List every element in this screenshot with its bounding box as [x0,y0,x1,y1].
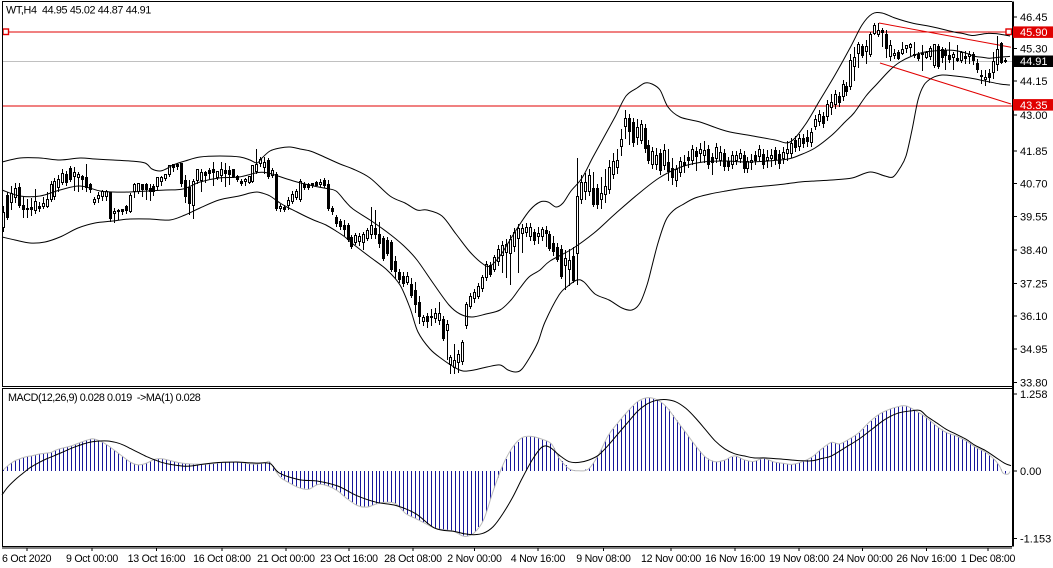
svg-text:1 Dec 08:00: 1 Dec 08:00 [961,553,1016,565]
svg-text:37.25: 37.25 [1020,279,1048,291]
svg-text:45.30: 45.30 [1020,44,1048,56]
svg-text:WT,H4 44.95 45.02 44.87 44.91: WT,H4 44.95 45.02 44.87 44.91 [6,5,151,17]
svg-text:36.10: 36.10 [1020,311,1048,323]
svg-text:0.00: 0.00 [1020,466,1041,478]
svg-text:9 Nov 08:00: 9 Nov 08:00 [576,553,631,565]
svg-text:44.91: 44.91 [1020,56,1048,68]
svg-text:-1.153: -1.153 [1020,534,1051,546]
svg-text:19 Nov 08:00: 19 Nov 08:00 [769,553,829,565]
svg-text:2 Nov 00:00: 2 Nov 00:00 [447,553,502,565]
svg-text:16 Nov 16:00: 16 Nov 16:00 [705,553,765,565]
svg-text:4 Nov 16:00: 4 Nov 16:00 [511,553,566,565]
svg-text:43.00: 43.00 [1020,110,1048,122]
svg-text:26 Nov 16:00: 26 Nov 16:00 [896,553,956,565]
svg-text:9 Oct 00:00: 9 Oct 00:00 [66,553,118,565]
svg-text:34.95: 34.95 [1020,344,1048,356]
svg-text:43.35: 43.35 [1020,100,1048,112]
svg-text:16 Oct 08:00: 16 Oct 08:00 [193,553,251,565]
svg-text:21 Oct 00:00: 21 Oct 00:00 [257,553,315,565]
svg-text:41.85: 41.85 [1020,146,1048,158]
svg-text:45.90: 45.90 [1020,27,1048,39]
svg-text:46.45: 46.45 [1020,12,1048,24]
svg-text:13 Oct 16:00: 13 Oct 16:00 [128,553,186,565]
svg-text:6 Oct 2020: 6 Oct 2020 [2,553,52,565]
svg-text:24 Nov 00:00: 24 Nov 00:00 [833,553,893,565]
svg-text:38.40: 38.40 [1020,245,1048,257]
svg-text:33.80: 33.80 [1020,377,1048,389]
svg-text:44.15: 44.15 [1020,76,1048,88]
svg-text:39.55: 39.55 [1020,211,1048,223]
svg-text:1.258: 1.258 [1020,389,1048,401]
svg-text:23 Oct 16:00: 23 Oct 16:00 [320,553,378,565]
svg-text:MACD(12,26,9) 0.028 0.019 ->M: MACD(12,26,9) 0.028 0.019 ->MA(1) 0.028 [8,392,201,404]
svg-text:12 Nov 00:00: 12 Nov 00:00 [641,553,701,565]
svg-text:40.70: 40.70 [1020,179,1048,191]
svg-text:28 Oct 08:00: 28 Oct 08:00 [384,553,442,565]
